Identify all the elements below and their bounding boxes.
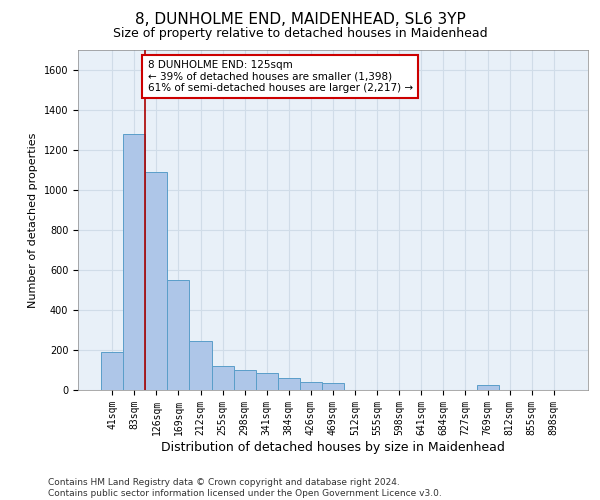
Bar	[212, 366, 233, 390]
Text: Size of property relative to detached houses in Maidenhead: Size of property relative to detached ho…	[113, 28, 487, 40]
Bar	[256, 373, 278, 390]
Bar	[322, 383, 344, 390]
Bar	[476, 385, 499, 390]
Bar	[278, 378, 300, 390]
Bar	[123, 134, 145, 390]
Bar	[190, 341, 212, 390]
Text: 8 DUNHOLME END: 125sqm
← 39% of detached houses are smaller (1,398)
61% of semi-: 8 DUNHOLME END: 125sqm ← 39% of detached…	[148, 60, 413, 93]
Bar	[233, 370, 256, 390]
Y-axis label: Number of detached properties: Number of detached properties	[28, 132, 38, 308]
Text: 8, DUNHOLME END, MAIDENHEAD, SL6 3YP: 8, DUNHOLME END, MAIDENHEAD, SL6 3YP	[134, 12, 466, 28]
Bar	[101, 352, 123, 390]
Bar	[300, 382, 322, 390]
X-axis label: Distribution of detached houses by size in Maidenhead: Distribution of detached houses by size …	[161, 440, 505, 454]
Bar	[167, 280, 190, 390]
Bar	[145, 172, 167, 390]
Text: Contains HM Land Registry data © Crown copyright and database right 2024.
Contai: Contains HM Land Registry data © Crown c…	[48, 478, 442, 498]
